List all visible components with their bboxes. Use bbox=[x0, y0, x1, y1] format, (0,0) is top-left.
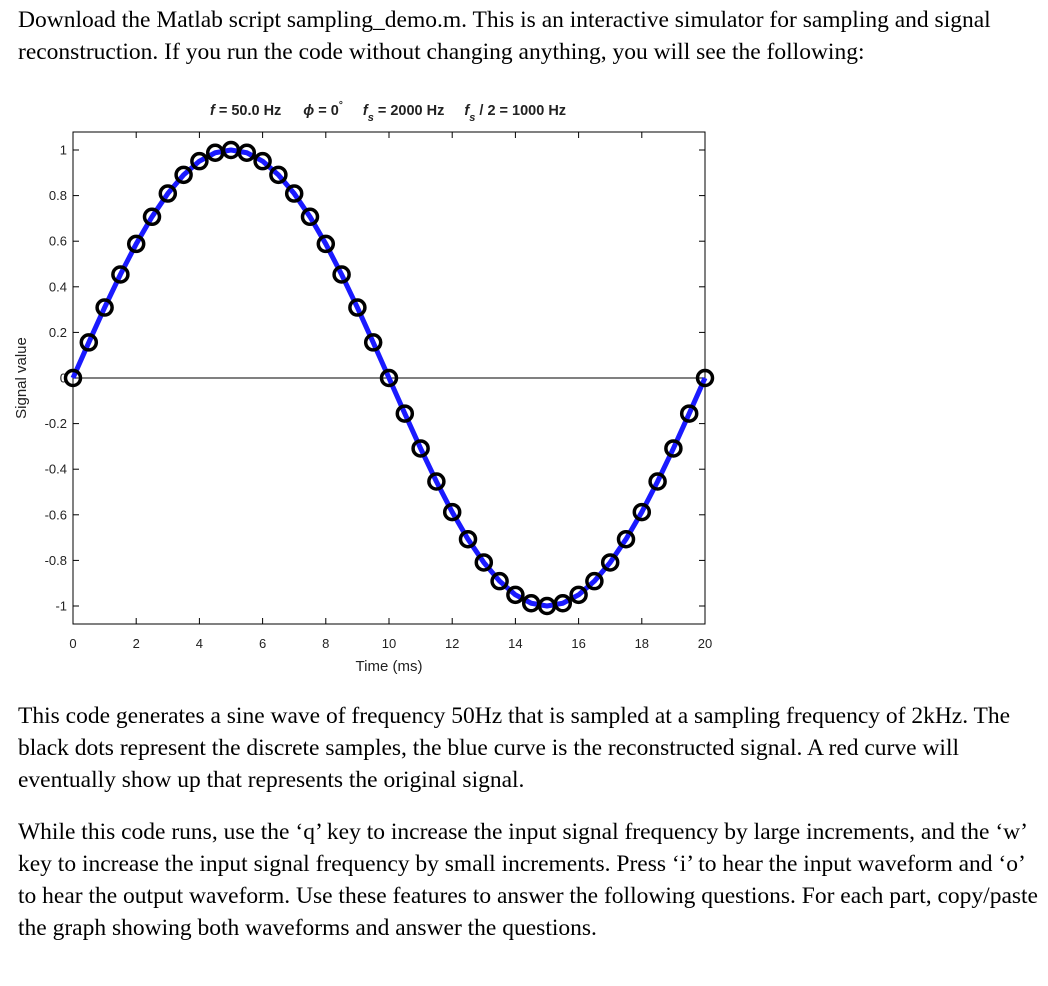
sample-point bbox=[553, 594, 573, 613]
sample-point bbox=[269, 165, 288, 185]
title-phi-value: = 0 bbox=[314, 103, 339, 119]
x-tick-label: 18 bbox=[635, 636, 649, 651]
sample-point bbox=[79, 333, 99, 352]
title-nyq-symbol: f bbox=[464, 103, 471, 119]
y-tick-label: 0.4 bbox=[49, 279, 67, 294]
x-tick-label: 20 bbox=[698, 636, 712, 651]
y-tick-label: -0.6 bbox=[45, 507, 67, 522]
sample-point bbox=[253, 151, 272, 171]
figure-title: f = 50.0 Hz ϕ = 0° fs = 2000 Hz fs / 2 = 10… bbox=[210, 100, 566, 124]
instructions-paragraph: While this code runs, use the ‘q’ key to… bbox=[18, 819, 1038, 941]
sample-point bbox=[458, 529, 478, 549]
x-tick-label: 4 bbox=[196, 636, 203, 651]
x-tick-label: 2 bbox=[133, 636, 140, 651]
description-paragraph: This code generates a sine wave of frequ… bbox=[18, 703, 1011, 793]
sample-point bbox=[363, 333, 383, 352]
title-nyq-value: / 2 = 1000 Hz bbox=[475, 103, 566, 119]
sample-point bbox=[411, 439, 430, 458]
sample-point bbox=[616, 529, 636, 549]
sample-point bbox=[490, 571, 509, 591]
sample-point bbox=[63, 368, 83, 388]
title-nyq-sub: s bbox=[469, 112, 475, 124]
sample-point bbox=[695, 368, 715, 388]
x-tick-label: 0 bbox=[69, 636, 76, 651]
sampling-figure: f = 50.0 Hz ϕ = 0° fs = 2000 Hz fs / 2 = 10… bbox=[13, 100, 715, 675]
sample-point bbox=[648, 472, 667, 491]
title-fs-value: = 2000 Hz bbox=[374, 103, 445, 119]
sample-point bbox=[142, 207, 162, 227]
x-tick-label: 14 bbox=[508, 636, 522, 651]
y-tick-label: -0.8 bbox=[45, 553, 67, 568]
title-fs-symbol: f bbox=[363, 103, 370, 119]
y-axis-label: Signal value bbox=[13, 337, 30, 419]
sample-point bbox=[427, 472, 446, 491]
sample-point bbox=[348, 298, 367, 317]
y-tick-label: 0.2 bbox=[49, 325, 67, 340]
sample-point bbox=[111, 265, 130, 284]
sample-point bbox=[190, 151, 209, 171]
x-tick-label: 12 bbox=[445, 636, 459, 651]
sample-point bbox=[126, 234, 146, 254]
title-degree: ° bbox=[339, 100, 343, 111]
sample-point bbox=[506, 585, 525, 605]
sample-point bbox=[95, 298, 114, 317]
y-tick-label: -0.2 bbox=[45, 416, 67, 431]
x-axis-label: Time (ms) bbox=[356, 658, 423, 675]
y-tick-label: -0.4 bbox=[45, 462, 67, 477]
sample-point bbox=[332, 265, 351, 284]
sample-point bbox=[474, 553, 494, 572]
y-tick-label: 0.6 bbox=[49, 234, 67, 249]
sample-point bbox=[600, 553, 620, 572]
sample-point bbox=[300, 207, 320, 227]
sample-markers bbox=[63, 140, 715, 616]
x-tick-label: 16 bbox=[571, 636, 585, 651]
intro-paragraph: Download the Matlab script sampling_demo… bbox=[18, 7, 991, 65]
x-tick-label: 10 bbox=[382, 636, 396, 651]
sample-point bbox=[395, 404, 415, 423]
sample-point bbox=[174, 165, 193, 185]
x-axis-ticks: 0 2 4 6 8 10 12 14 16 18 20 bbox=[69, 132, 712, 651]
title-f-symbol: f bbox=[210, 103, 217, 119]
sample-point bbox=[664, 439, 683, 458]
sample-point bbox=[379, 368, 399, 388]
sample-point bbox=[284, 184, 304, 203]
sample-point bbox=[569, 585, 588, 605]
sample-point bbox=[316, 234, 336, 254]
y-axis-ticks: -1 -0.8 -0.6 -0.4 -0.2 0 0.2 0.4 0.6 0.8 1 bbox=[45, 143, 705, 614]
title-fs-sub: s bbox=[368, 112, 374, 124]
sample-point bbox=[237, 143, 257, 162]
x-tick-label: 6 bbox=[259, 636, 266, 651]
title-phi-symbol: ϕ bbox=[303, 103, 314, 119]
y-tick-label: 1 bbox=[60, 143, 67, 158]
y-tick-label: -1 bbox=[55, 599, 67, 614]
y-tick-label: 0.8 bbox=[49, 188, 67, 203]
sample-point bbox=[585, 571, 604, 591]
x-tick-label: 8 bbox=[322, 636, 329, 651]
sample-point bbox=[442, 502, 462, 522]
sample-point bbox=[679, 404, 699, 423]
sample-point bbox=[632, 502, 652, 522]
y-tick-label: 0 bbox=[60, 371, 67, 386]
sample-point bbox=[158, 184, 178, 203]
title-f-value: = 50.0 Hz bbox=[215, 103, 282, 119]
